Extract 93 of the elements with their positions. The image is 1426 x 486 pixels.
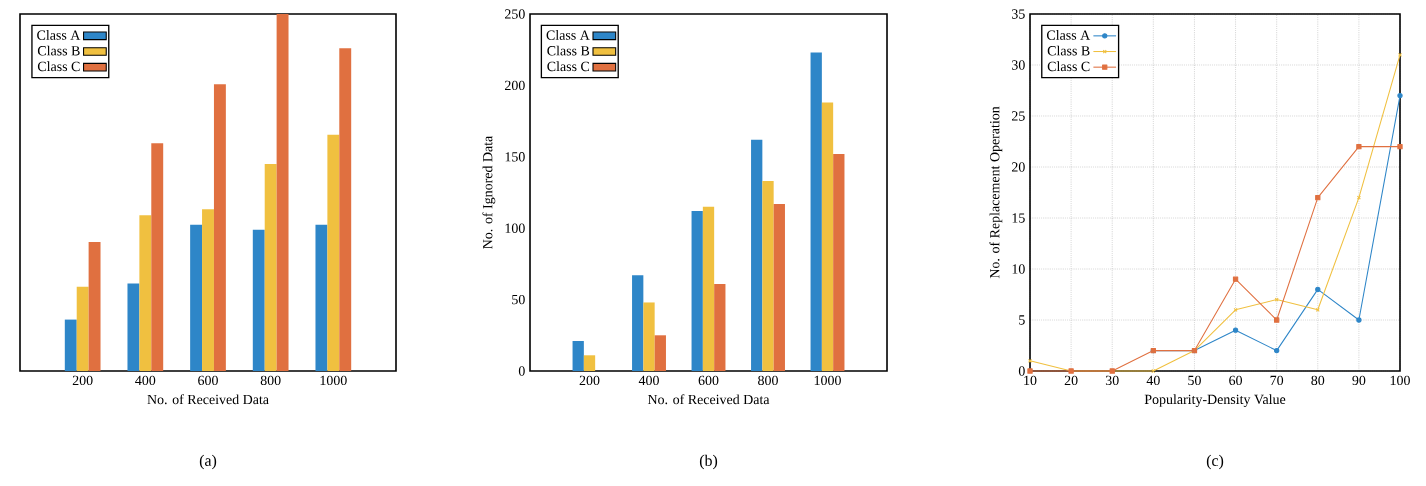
x-tick-label: 1000 (320, 375, 347, 386)
y-tick-label: 35 (1012, 9, 1025, 19)
bar (632, 275, 644, 371)
point (1233, 307, 1238, 312)
legend-label: Class B (547, 45, 590, 56)
x-tick-label: 80 (1311, 375, 1325, 386)
x-axis-title: Popularity-Density Value (1144, 394, 1286, 407)
bar (654, 335, 666, 371)
legend-label: Class A (1046, 30, 1091, 40)
y-axis-title: No. of Replacement Operation (989, 106, 1003, 279)
bar (702, 206, 715, 371)
bar (583, 355, 596, 371)
point (1274, 347, 1280, 354)
bar (252, 229, 265, 371)
legend-label: Class A (37, 30, 81, 40)
legend-label: Class B (37, 45, 80, 56)
y-tick-label: 0 (518, 366, 525, 376)
bar (751, 139, 763, 371)
bar (572, 341, 584, 371)
point (1151, 368, 1156, 374)
bar (190, 224, 203, 371)
point (1274, 317, 1280, 323)
bar (276, 13, 289, 371)
y-tick-label: 150 (505, 152, 525, 162)
y-tick-label: 0 (1018, 366, 1025, 376)
x-tick-label: 800 (758, 375, 778, 386)
text: (b) (699, 454, 718, 470)
bar (88, 242, 101, 371)
point (1315, 286, 1321, 293)
point (1315, 194, 1321, 201)
bar (139, 215, 152, 371)
bar (151, 143, 164, 371)
x-tick-label: 400 (638, 375, 659, 386)
point (1356, 195, 1361, 200)
bar (264, 163, 277, 371)
x-tick-label: 50 (1188, 375, 1201, 386)
x-tick-label: 60 (1229, 375, 1242, 386)
x-tick-label: 100 (1390, 375, 1410, 386)
text: (c) (1206, 454, 1224, 470)
bar (821, 102, 834, 371)
bar (773, 203, 785, 371)
x-tick-label: 200 (72, 375, 93, 386)
legend-label: Class C (37, 61, 80, 72)
x-axis-title: No. of Received Data (647, 394, 770, 405)
point (1397, 92, 1403, 99)
y-tick-label: 25 (1011, 111, 1025, 121)
text: (a) (199, 454, 217, 470)
point (1232, 276, 1239, 282)
x-tick-label: 800 (260, 375, 281, 386)
x-tick-label: 20 (1064, 375, 1078, 386)
point (1027, 368, 1033, 374)
x-tick-label: 70 (1270, 375, 1284, 386)
x-tick-label: 1000 (814, 375, 841, 386)
point (1356, 317, 1362, 323)
y-tick-label: 20 (1011, 162, 1025, 172)
x-tick-label: 40 (1146, 375, 1160, 386)
point (1397, 143, 1403, 150)
bar (714, 283, 726, 371)
y-tick-label: 50 (512, 294, 525, 305)
legend-label: Class C (1047, 61, 1090, 72)
x-tick-label: 600 (198, 375, 218, 386)
y-tick-label: 250 (505, 9, 525, 19)
bar (810, 52, 822, 371)
bar (643, 302, 655, 371)
y-tick-label: 100 (505, 223, 525, 233)
bar (315, 224, 328, 371)
y-tick-label: 5 (1019, 315, 1025, 325)
x-tick-label: 30 (1105, 375, 1119, 386)
bar (327, 134, 340, 371)
y-tick-label: 200 (505, 80, 525, 91)
bar (833, 153, 845, 371)
y-tick-label: 10 (1012, 264, 1025, 274)
x-tick-label: 400 (135, 375, 156, 386)
bar (762, 181, 774, 371)
point (1356, 143, 1362, 150)
bar (213, 84, 226, 371)
y-tick-label: 15 (1012, 213, 1025, 223)
legend-label: Class C (547, 61, 590, 72)
point (1232, 327, 1239, 333)
x-tick-label: 200 (579, 375, 600, 386)
x-axis-title: No. of Received Data (147, 394, 269, 405)
bar (691, 211, 703, 371)
x-tick-label: 90 (1352, 375, 1366, 386)
bar (127, 283, 140, 371)
legend-label: Class B (1047, 45, 1090, 56)
bar (64, 319, 77, 371)
bar (76, 286, 89, 371)
x-tick-label: 600 (698, 375, 719, 386)
legend-label: Class A (546, 30, 590, 40)
bar (202, 209, 214, 371)
y-tick-label: 30 (1012, 60, 1025, 70)
bar (339, 48, 352, 371)
y-axis-title: No. of Ignored Data (482, 135, 496, 249)
